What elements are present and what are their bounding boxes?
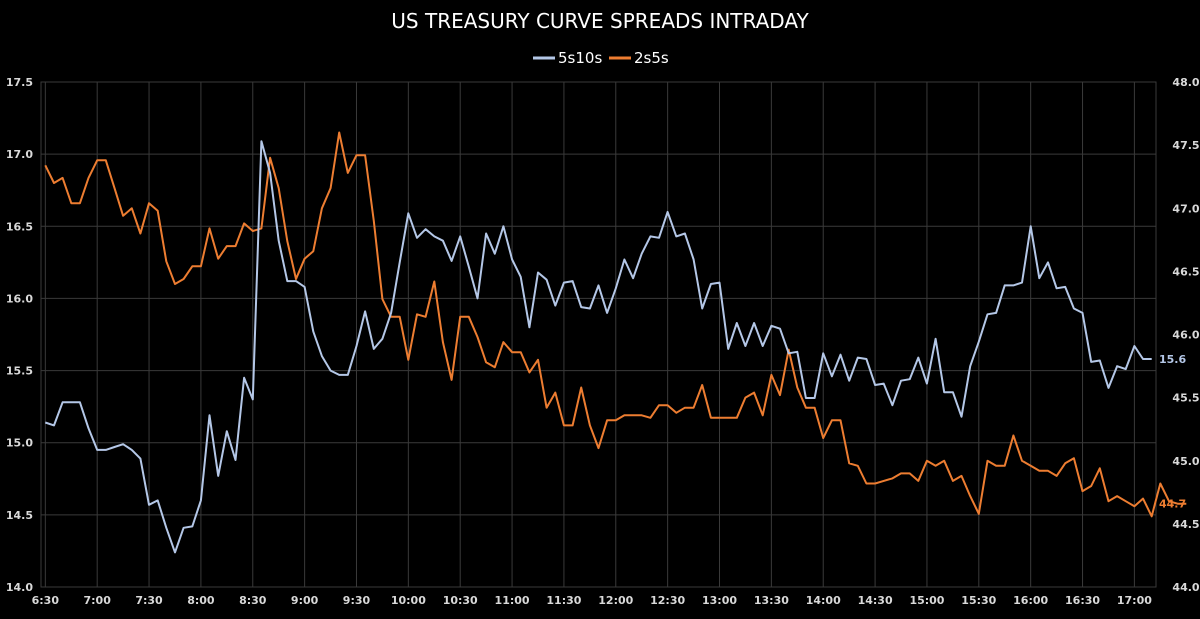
y-left-tick-label: 14.5	[6, 509, 33, 522]
y-right-tick-label: 44.5	[1172, 518, 1199, 531]
x-tick-label: 12:00	[598, 594, 633, 607]
y-right-tick-label: 44.0	[1172, 581, 1199, 594]
x-tick-label: 14:00	[806, 594, 841, 607]
y-left-tick-label: 17.0	[6, 148, 33, 161]
end-labels: 44.7 15.6	[1159, 353, 1186, 511]
x-tick-label: 6:30	[32, 594, 60, 607]
y-right-tick-label: 46.0	[1172, 329, 1199, 342]
x-tick-label: 13:00	[702, 594, 737, 607]
x-tick-label: 15:00	[909, 594, 944, 607]
plot-lines	[44, 131, 1187, 554]
x-tick-label: 7:30	[135, 594, 163, 607]
series-line-5s10s	[44, 140, 1152, 554]
legend-label-5s10s: 5s10s	[558, 49, 602, 67]
x-tick-label: 12:30	[650, 594, 685, 607]
x-tick-label: 8:30	[239, 594, 267, 607]
legend-label-2s5s: 2s5s	[634, 49, 669, 67]
plot-frame	[40, 81, 1157, 588]
x-tick-label: 11:00	[495, 594, 530, 607]
x-tick-label: 15:30	[961, 594, 996, 607]
y-right-tick-label: 46.5	[1172, 265, 1199, 278]
x-tick-label: 10:00	[391, 594, 426, 607]
x-tick-label: 7:00	[83, 594, 111, 607]
y-right-tick-label: 45.5	[1172, 392, 1199, 405]
x-tick-label: 16:00	[1013, 594, 1048, 607]
x-tick-label: 14:30	[858, 594, 893, 607]
x-tick-label: 8:00	[187, 594, 215, 607]
x-tick-label: 13:30	[754, 594, 789, 607]
y-left-tick-label: 15.5	[6, 365, 33, 378]
y-left-tick-label: 14.0	[6, 581, 33, 594]
x-tick-label: 16:30	[1065, 594, 1100, 607]
y-left-tick-label: 16.5	[6, 220, 33, 233]
x-tick-label: 11:30	[546, 594, 581, 607]
x-tick-label: 9:00	[291, 594, 319, 607]
gridlines	[40, 81, 1157, 588]
x-axis: 6:30 7:00 7:30 8:00 8:30 9:00 9:30 10:00 10:30 11…	[32, 594, 1153, 607]
y-left-tick-label: 16.0	[6, 292, 33, 305]
x-tick-label: 9:30	[343, 594, 371, 607]
y-right-tick-label: 48.0	[1172, 76, 1199, 89]
y-axis-left: 14.0 14.5 15.0 15.5 16.0 16.5 17.0 17.5	[6, 76, 33, 594]
y-right-tick-label: 47.5	[1172, 139, 1199, 152]
series-line-2s5s	[44, 131, 1187, 518]
end-label-5s10s: 15.6	[1159, 353, 1186, 366]
legend: 5s10s 2s5s	[533, 49, 669, 67]
y-axis-right: 44.0 44.5 45.0 45.5 46.0 46.5 47.0 47.5 48.0	[1172, 76, 1199, 594]
y-right-tick-label: 47.0	[1172, 202, 1199, 215]
y-right-tick-label: 45.0	[1172, 455, 1199, 468]
y-left-tick-label: 17.5	[6, 76, 33, 89]
y-left-tick-label: 15.0	[6, 437, 33, 450]
end-label-2s5s: 44.7	[1159, 498, 1186, 511]
chart-title: US TREASURY CURVE SPREADS INTRADAY	[391, 9, 809, 33]
x-tick-label: 10:30	[443, 594, 478, 607]
x-tick-label: 17:00	[1117, 594, 1152, 607]
